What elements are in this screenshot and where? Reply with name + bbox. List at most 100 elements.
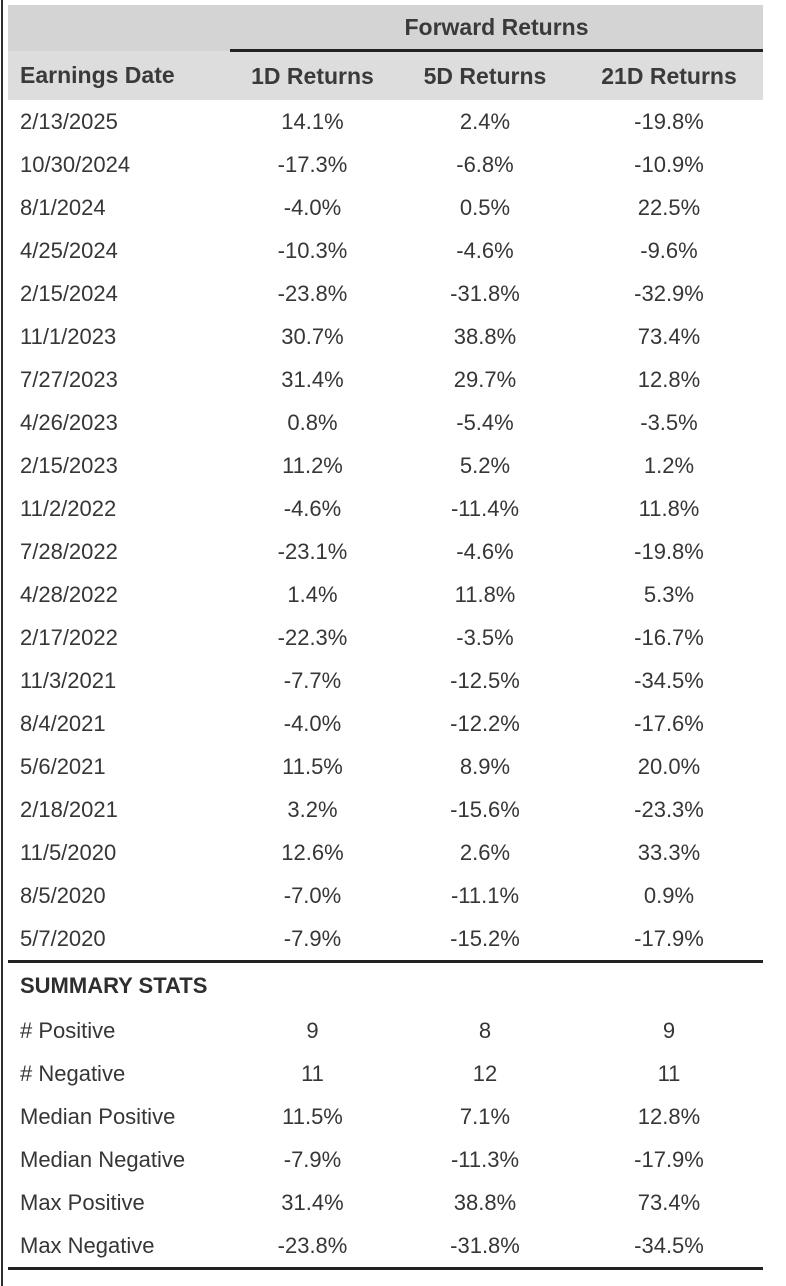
value-cell: 38.8%: [453, 1189, 517, 1215]
row-label-cell: 8/1/2024: [8, 186, 230, 229]
row-label-cell: Max Positive: [20, 1189, 145, 1215]
earnings-return-row: 4/26/2023 0.8% -5.4% -3.5%: [8, 401, 763, 444]
earnings-return-row: 7/27/2023 31.4% 29.7% 12.8%: [8, 358, 763, 401]
value-cell: -4.0%: [230, 702, 395, 745]
row-label-cell: 4/26/2023: [8, 401, 230, 444]
value-cell: 2.4%: [395, 100, 575, 143]
value-cell: 0.8%: [230, 401, 395, 444]
value-cell: -7.9%: [283, 1146, 342, 1172]
value-cell: 2.6%: [395, 831, 575, 874]
summary-stat-row: # Negative 11 12 11: [8, 1052, 763, 1095]
earnings-return-row: 8/5/2020 -7.0% -11.1% 0.9%: [8, 874, 763, 917]
earnings-return-row: 8/4/2021 -4.0% -12.2% -17.6%: [8, 702, 763, 745]
value-cell: -4.6%: [395, 229, 575, 272]
value-cell: 11.8%: [395, 573, 575, 616]
value-cell: -10.3%: [230, 229, 395, 272]
row-label-cell: 11/5/2020: [8, 831, 230, 874]
value-cell: -3.5%: [395, 616, 575, 659]
value-cell: 7.1%: [459, 1103, 511, 1129]
group-header-row: Forward Returns: [8, 5, 763, 52]
column-header-21d-returns: 21D Returns: [575, 50, 763, 100]
earnings-return-row: 11/2/2022 -4.6% -11.4% 11.8%: [8, 487, 763, 530]
earnings-return-row: 2/18/2021 3.2% -15.6% -23.3%: [8, 788, 763, 831]
value-cell: -31.8%: [395, 272, 575, 315]
value-cell: -7.0%: [230, 874, 395, 917]
summary-stat-row: Median Negative -7.9% -11.3% -17.9%: [8, 1138, 763, 1181]
value-cell: -19.8%: [575, 100, 763, 143]
summary-stat-row: # Positive 9 8 9: [8, 1009, 763, 1052]
value-cell: 38.8%: [395, 315, 575, 358]
value-cell: 20.0%: [575, 745, 763, 788]
value-cell: -15.6%: [395, 788, 575, 831]
row-label-cell: 5/6/2021: [8, 745, 230, 788]
value-cell: -4.0%: [230, 186, 395, 229]
summary-stat-row: Max Negative -23.8% -31.8% -34.5%: [8, 1224, 763, 1270]
earnings-return-row: 5/7/2020 -7.9% -15.2% -17.9%: [8, 917, 763, 962]
value-cell: -7.9%: [230, 917, 395, 962]
value-cell: 11.8%: [575, 487, 763, 530]
value-cell: -11.1%: [395, 874, 575, 917]
row-label-cell: 8/5/2020: [8, 874, 230, 917]
row-label-cell: # Negative: [20, 1060, 126, 1086]
value-cell: -23.8%: [230, 1224, 395, 1270]
value-cell: 12: [472, 1060, 498, 1086]
value-cell: 14.1%: [230, 100, 395, 143]
value-cell: -17.6%: [575, 702, 763, 745]
earnings-return-row: 4/28/2022 1.4% 11.8% 5.3%: [8, 573, 763, 616]
value-cell: -17.9%: [634, 1146, 704, 1172]
value-cell: 8: [478, 1017, 492, 1043]
row-label-cell: 11/3/2021: [8, 659, 230, 702]
value-cell: 33.3%: [575, 831, 763, 874]
earnings-return-row: 11/5/2020 12.6% 2.6% 33.3%: [8, 831, 763, 874]
column-header-earnings-date: Earnings Date: [8, 50, 230, 100]
row-label-cell: 7/27/2023: [8, 358, 230, 401]
column-header-5d-returns: 5D Returns: [395, 50, 575, 100]
value-cell: -9.6%: [575, 229, 763, 272]
value-cell: -10.9%: [575, 143, 763, 186]
value-cell: -4.6%: [230, 487, 395, 530]
summary-stat-row: Median Positive 11.5% 7.1% 12.8%: [8, 1095, 763, 1138]
value-cell: 12.8%: [575, 358, 763, 401]
column-header-1d-returns: 1D Returns: [230, 50, 395, 100]
value-cell: 73.4%: [575, 315, 763, 358]
row-label-cell: 2/15/2023: [8, 444, 230, 487]
value-cell: 73.4%: [637, 1189, 701, 1215]
value-cell: 11.5%: [230, 745, 395, 788]
value-cell: -7.7%: [230, 659, 395, 702]
earnings-return-row: 11/1/2023 30.7% 38.8% 73.4%: [8, 315, 763, 358]
earnings-return-row: 8/1/2024 -4.0% 0.5% 22.5%: [8, 186, 763, 229]
row-label-cell: 10/30/2024: [8, 143, 230, 186]
value-cell: 5.2%: [395, 444, 575, 487]
value-cell: 31.4%: [281, 1189, 344, 1215]
value-cell: 29.7%: [395, 358, 575, 401]
value-cell: 22.5%: [575, 186, 763, 229]
summary-stats-rows: # Positive 9 8 9 # Negative 11 12 11 Median Posi…: [8, 1009, 763, 1270]
row-label-cell: 4/25/2024: [8, 229, 230, 272]
value-cell: -22.3%: [230, 616, 395, 659]
value-cell: 5.3%: [575, 573, 763, 616]
summary-stat-row: Max Positive 31.4% 38.8% 73.4%: [8, 1181, 763, 1224]
value-cell: 9: [306, 1017, 319, 1043]
row-label-cell: 4/28/2022: [8, 573, 230, 616]
value-cell: -17.9%: [575, 917, 763, 962]
value-cell: 11: [657, 1060, 681, 1086]
returns-rows: 2/13/2025 14.1% 2.4% -19.8% 10/30/2024 -17.3%…: [8, 100, 763, 962]
value-cell: 11.2%: [230, 444, 395, 487]
value-cell: 1.2%: [575, 444, 763, 487]
row-label-cell: 11/2/2022: [8, 487, 230, 530]
earnings-returns-table-container: Forward Returns Earnings Date 1D Returns…: [8, 5, 763, 1270]
row-label-cell: 11/1/2023: [8, 315, 230, 358]
row-label-cell: # Positive: [20, 1017, 116, 1043]
value-cell: -32.9%: [575, 272, 763, 315]
earnings-return-row: 5/6/2021 11.5% 8.9% 20.0%: [8, 745, 763, 788]
value-cell: 31.4%: [230, 358, 395, 401]
value-cell: -3.5%: [575, 401, 763, 444]
value-cell: -15.2%: [395, 917, 575, 962]
summary-stats-header-row: SUMMARY STATS: [8, 960, 763, 1009]
value-cell: 11.5%: [282, 1103, 343, 1129]
value-cell: -11.3%: [450, 1146, 520, 1172]
row-label-cell: 5/7/2020: [8, 917, 230, 962]
row-label-cell: 7/28/2022: [8, 530, 230, 573]
value-cell: -12.5%: [395, 659, 575, 702]
row-label-cell: Max Negative: [8, 1224, 230, 1270]
